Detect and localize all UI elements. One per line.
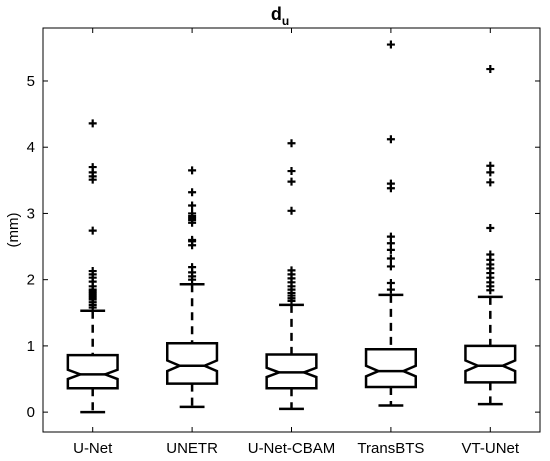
outlier-point (188, 201, 197, 210)
x-tick-label: UNETR (166, 440, 218, 457)
y-tick-label: 3 (27, 205, 35, 222)
y-axis-ticks: 0 1 2 3 4 5 (27, 73, 540, 421)
y-tick-label: 1 (27, 338, 35, 355)
outlier-point (386, 262, 395, 271)
outlier-point (188, 188, 197, 197)
chart-title-subscript: u (282, 14, 289, 28)
y-tick-label: 4 (27, 139, 35, 156)
outlier-point (386, 278, 395, 287)
box-group (166, 166, 219, 409)
outlier-point (287, 167, 296, 176)
outlier-point (486, 65, 495, 74)
notched-box (364, 347, 417, 389)
outlier-point (486, 161, 495, 170)
x-tick-label: TransBTS (357, 440, 424, 457)
outlier-point (88, 163, 97, 172)
box-group (364, 40, 417, 407)
notched-box (66, 353, 119, 390)
outlier-point (486, 178, 495, 187)
x-tick-label: U-Net-CBAM (248, 440, 336, 457)
outlier-point (287, 266, 296, 275)
outlier-point (188, 209, 197, 218)
outlier-point (287, 177, 296, 186)
x-axis-ticks: U-Net UNETR U-Net-CBAM TransBTS VT-UNet (73, 28, 520, 457)
outlier-point (386, 179, 395, 188)
outlier-point (486, 224, 495, 233)
notched-box (464, 344, 517, 384)
x-tick-label: U-Net (73, 440, 113, 457)
outlier-point (386, 232, 395, 241)
outlier-point (386, 135, 395, 144)
box-series (66, 40, 517, 414)
y-tick-label: 0 (27, 404, 35, 421)
outlier-point (386, 254, 395, 263)
y-axis-label: (mm) (5, 213, 22, 248)
outlier-point (188, 235, 197, 244)
y-tick-label: 5 (27, 73, 35, 90)
chart-title-main: d (271, 4, 282, 24)
box-group (265, 139, 318, 411)
outlier-point (188, 166, 197, 175)
outlier-point (486, 250, 495, 259)
outlier-point (287, 206, 296, 215)
x-tick-label: VT-UNet (462, 440, 520, 457)
outlier-point (188, 263, 197, 272)
box-group (66, 119, 119, 414)
notched-box (166, 342, 219, 385)
outlier-point (386, 40, 395, 49)
outlier-point (88, 267, 97, 276)
y-tick-label: 2 (27, 272, 35, 289)
outlier-point (88, 119, 97, 128)
outlier-point (287, 139, 296, 148)
outlier-point (88, 226, 97, 235)
box-group (464, 65, 517, 406)
chart-title: du (271, 4, 289, 28)
